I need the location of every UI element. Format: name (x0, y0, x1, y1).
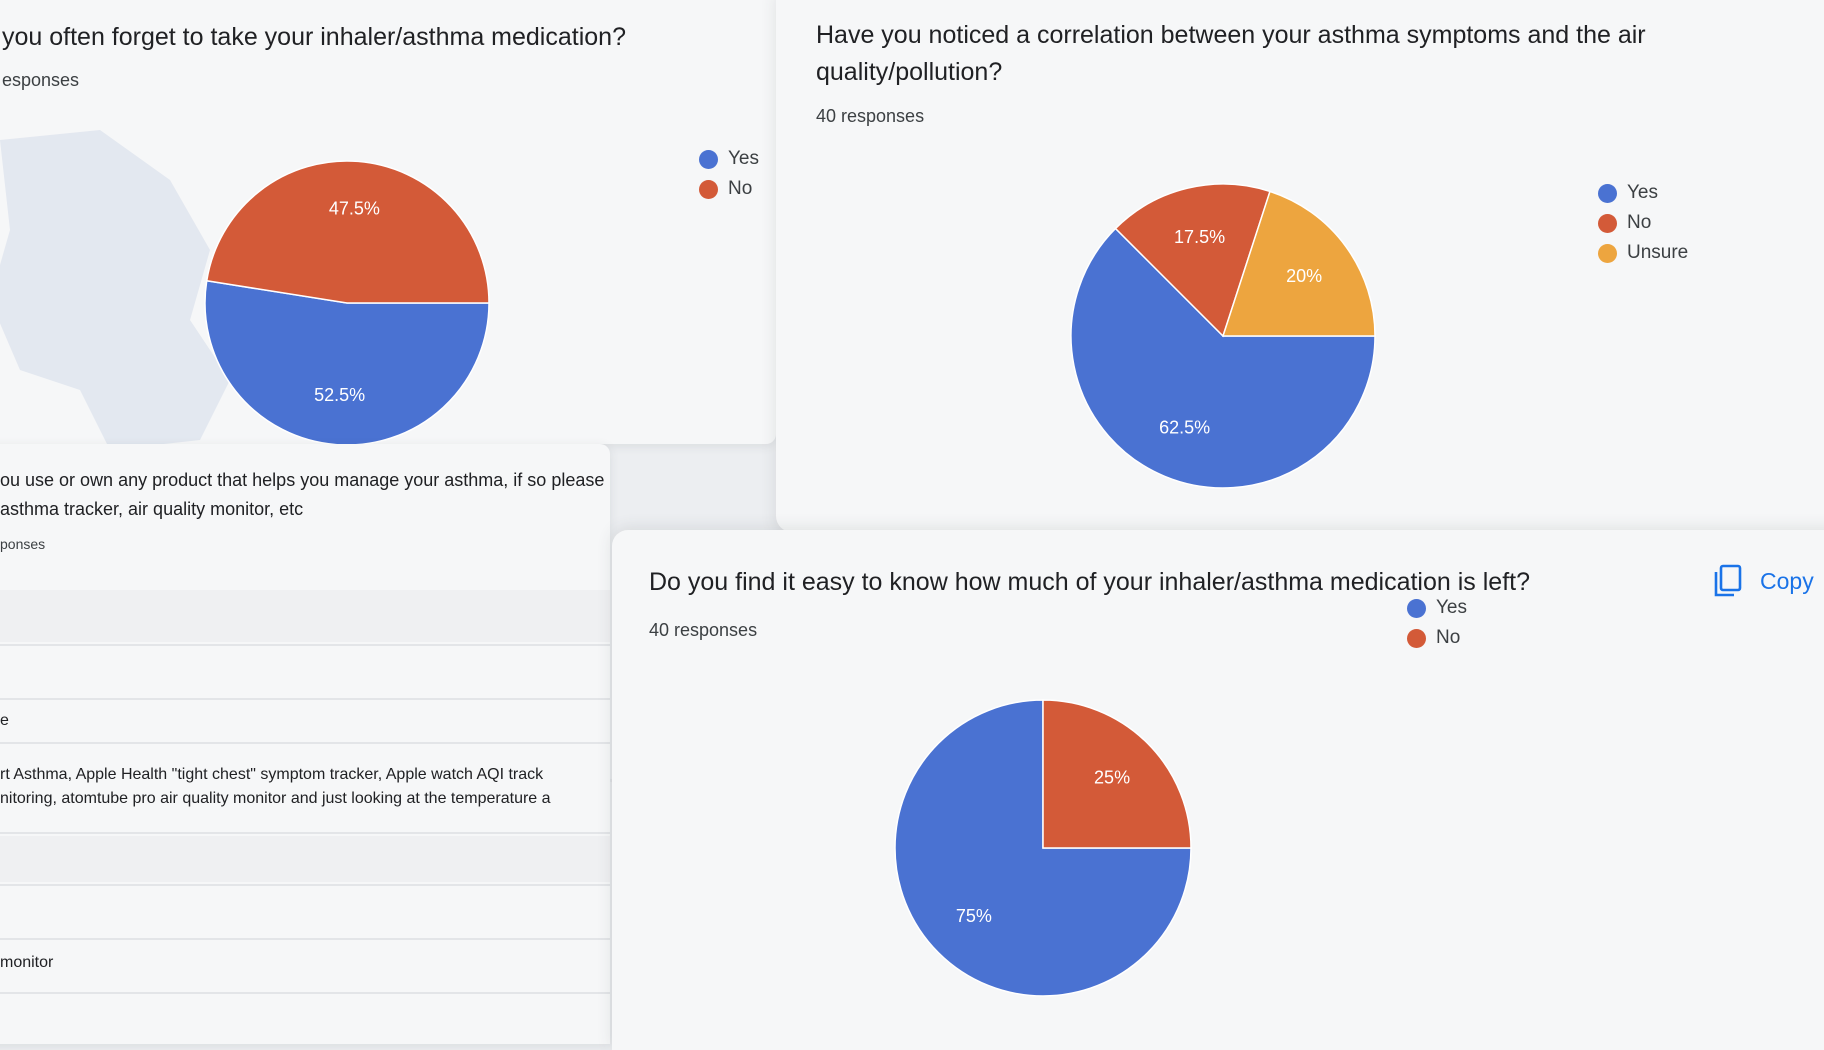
pie-slice-yes[interactable] (1070, 227, 1376, 489)
question-card-products-used: ou use or own any product that helps you… (0, 444, 610, 1044)
map-watermark (0, 130, 230, 444)
response-item: monitor (0, 954, 54, 971)
copy-label: Copy (1760, 567, 1814, 594)
pie-label-no: 47.5% (329, 198, 380, 218)
legend-label: Yes (1627, 182, 1658, 203)
response-item: e (0, 712, 9, 729)
row-divider (0, 742, 610, 744)
question-card-air-quality: Have you noticed a correlation between y… (776, 0, 1824, 532)
question-card-forget-medication: you often forget to take your inhaler/as… (0, 0, 776, 444)
response-row-band (0, 590, 610, 642)
pie-label-no: 25% (1094, 768, 1130, 788)
response-item: rt Asthma, Apple Health "tight chest" sy… (0, 766, 544, 783)
chart-legend: Yes No (1407, 593, 1467, 653)
row-divider (0, 832, 610, 834)
legend-label: No (728, 178, 753, 199)
copy-chart-button[interactable]: Copy (1712, 564, 1814, 598)
pie-chart-air-quality: 62.5% 17.5% 20% (1070, 183, 1376, 489)
pie-label-yes: 52.5% (314, 385, 365, 405)
pie-label-yes: 62.5% (1159, 417, 1210, 437)
pie-slice-no[interactable] (1114, 183, 1271, 338)
pie-chart-medication-left: 75% 25% (894, 699, 1192, 997)
row-divider (0, 992, 610, 994)
legend-item-yes[interactable]: Yes (699, 144, 759, 174)
question-title-line2: asthma tracker, air quality monitor, etc (0, 499, 304, 519)
legend-label: Yes (728, 148, 759, 169)
response-item-continued: nitoring, atomtube pro air quality monit… (0, 790, 551, 807)
question-title-line2: quality/pollution? (816, 58, 1003, 86)
pie-slice-no[interactable] (205, 160, 490, 304)
legend-item-yes[interactable]: Yes (1407, 593, 1467, 623)
row-divider (0, 938, 610, 940)
legend-label: Yes (1436, 597, 1467, 618)
row-divider (0, 644, 610, 646)
legend-dot-yes (1407, 598, 1426, 618)
pie-slice-no[interactable] (1042, 699, 1192, 849)
legend-item-no[interactable]: No (1407, 623, 1467, 653)
pie-label-no: 17.5% (1174, 227, 1225, 247)
row-divider (0, 698, 610, 700)
pie-slice-unsure[interactable] (1221, 190, 1376, 337)
question-title: ou use or own any product that helps you… (0, 470, 610, 490)
pie-slice-yes[interactable] (204, 279, 490, 444)
copy-icon (1714, 564, 1742, 597)
response-count: esponses (2, 70, 80, 90)
legend-item-no[interactable]: No (699, 174, 759, 204)
legend-dot-no (699, 179, 718, 199)
chart-legend: Yes No (699, 144, 759, 204)
legend-dot-yes (699, 149, 718, 169)
row-divider (0, 884, 610, 886)
legend-label: Unsure (1627, 242, 1689, 263)
legend-dot-no (1407, 628, 1426, 648)
question-title: you often forget to take your inhaler/as… (2, 23, 626, 51)
response-row-band (0, 836, 610, 882)
legend-item-unsure[interactable]: Unsure (1598, 238, 1688, 268)
response-count: ponses (0, 536, 46, 552)
question-card-medication-left: Do you find it easy to know how much of … (612, 530, 1824, 1050)
question-title: Do you find it easy to know how much of … (649, 568, 1530, 596)
legend-label: No (1627, 212, 1652, 233)
legend-dot-unsure (1598, 243, 1617, 263)
legend-item-yes[interactable]: Yes (1598, 178, 1688, 208)
legend-item-no[interactable]: No (1598, 208, 1688, 238)
pie-label-unsure: 20% (1286, 266, 1322, 286)
legend-label: No (1436, 627, 1461, 648)
pie-label-yes: 75% (956, 906, 992, 926)
legend-dot-no (1598, 213, 1617, 233)
chart-legend: Yes No Unsure (1598, 178, 1688, 268)
pie-chart-forget-medication: 52.5% 47.5% (204, 160, 490, 444)
legend-dot-yes (1598, 183, 1617, 203)
response-count: 40 responses (649, 620, 758, 640)
response-count: 40 responses (816, 106, 925, 126)
question-title: Have you noticed a correlation between y… (816, 21, 1646, 49)
